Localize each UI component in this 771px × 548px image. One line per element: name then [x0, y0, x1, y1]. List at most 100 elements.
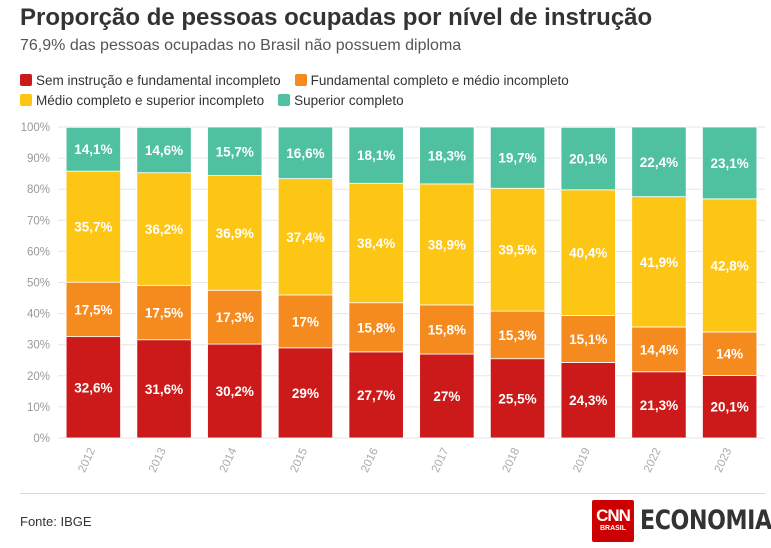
- bar-segment: [560, 126, 616, 191]
- data-label: 39,5%: [498, 243, 536, 258]
- data-label: 36,9%: [216, 226, 254, 241]
- x-tick-label: 2014: [218, 446, 240, 475]
- x-tick-label: 2019: [571, 446, 593, 474]
- bar-segment: [136, 339, 192, 439]
- bar-segment: [348, 182, 404, 304]
- y-tick-label: 50%: [27, 278, 50, 290]
- y-tick-label: 80%: [27, 184, 50, 196]
- bar-segment: [419, 304, 475, 355]
- bar-segment: [489, 358, 546, 439]
- bar-segment: [702, 126, 758, 200]
- data-label: 15,7%: [216, 144, 254, 159]
- legend-swatch: [20, 74, 32, 86]
- bar-segment: [348, 351, 404, 439]
- bar-segment: [207, 175, 263, 291]
- data-label: 14,6%: [145, 143, 183, 158]
- data-label: 17,3%: [216, 310, 254, 325]
- data-label: 42,8%: [711, 258, 749, 273]
- bar-segment: [65, 336, 121, 439]
- bar-segment: [489, 126, 546, 189]
- bar-segment: [277, 347, 334, 439]
- data-label: 41,9%: [640, 255, 678, 270]
- bar-segment: [136, 126, 192, 174]
- data-label: 25,5%: [498, 391, 536, 406]
- y-tick-label: 20%: [27, 371, 50, 383]
- bar-segment: [65, 170, 121, 283]
- bar-segment: [419, 126, 475, 185]
- legend-swatch: [294, 74, 307, 86]
- legend-item-sem-instrucao: Sem instrução e fundamental incompleto: [20, 73, 281, 88]
- bar-segment: [65, 281, 121, 338]
- bar-segment: [136, 172, 192, 286]
- section-brand: ECONOMIA: [640, 505, 771, 536]
- bar-segment: [207, 343, 263, 439]
- cnn-logo-sub: BRASIL: [599, 525, 627, 532]
- data-label: 15,3%: [498, 328, 536, 343]
- legend-item-medio: Médio completo e superior incompleto: [20, 93, 264, 108]
- source-text: Fonte: IBGE: [20, 514, 92, 529]
- bar-segment: [348, 126, 404, 184]
- bar-segment: [702, 331, 758, 376]
- data-label: 32,6%: [74, 380, 112, 395]
- data-label: 15,8%: [357, 320, 395, 335]
- bar-segment: [631, 196, 687, 328]
- data-label: 38,9%: [428, 237, 466, 252]
- y-tick-label: 40%: [27, 309, 50, 321]
- x-tick-label: 2012: [76, 446, 98, 474]
- data-label: 18,3%: [428, 148, 466, 163]
- bar-segment: [631, 126, 687, 198]
- x-tick-label: 2022: [642, 446, 664, 474]
- data-label: 17%: [292, 314, 319, 329]
- data-label: 24,3%: [569, 393, 607, 408]
- bar-segment: [560, 362, 616, 439]
- data-label: 14%: [716, 347, 743, 362]
- data-label: 30,2%: [216, 384, 254, 399]
- data-label: 18,1%: [357, 148, 395, 163]
- legend-label: Superior completo: [294, 92, 404, 108]
- y-tick-label: 90%: [27, 153, 50, 165]
- y-tick-label: 100%: [21, 122, 50, 134]
- data-label: 29%: [292, 386, 319, 401]
- y-tick-label: 10%: [27, 402, 50, 414]
- bar-segment: [277, 126, 334, 180]
- legend-item-superior: Superior completo: [278, 93, 404, 108]
- legend-label: Médio completo e superior incompleto: [36, 92, 265, 108]
- data-label: 35,7%: [74, 220, 112, 235]
- data-label: 40,4%: [569, 246, 607, 261]
- bar-segment: [419, 353, 475, 439]
- x-tick-label: 2018: [501, 446, 523, 474]
- bar-segment: [207, 289, 263, 345]
- bar-segment: [277, 178, 334, 296]
- data-label: 22,4%: [640, 155, 678, 170]
- data-label: 19,7%: [498, 151, 536, 166]
- cnn-logo-text: CNN: [596, 506, 631, 525]
- legend-swatch: [278, 94, 291, 106]
- bar-segment: [702, 198, 758, 333]
- data-label: 14,4%: [640, 342, 678, 357]
- chart-title: Proporção de pessoas ocupadas por nível …: [20, 4, 653, 31]
- data-label: 17,5%: [145, 306, 183, 321]
- x-tick-label: 2017: [430, 446, 452, 474]
- data-label: 15,1%: [569, 332, 607, 347]
- data-label: 38,4%: [357, 236, 395, 251]
- chart-subtitle: 76,9% das pessoas ocupadas no Brasil não…: [20, 37, 462, 54]
- x-tick-label: 2016: [359, 446, 381, 474]
- data-label: 36,2%: [145, 222, 183, 237]
- bar-segment: [489, 187, 546, 312]
- bar-segment: [65, 126, 121, 172]
- bar-segment: [419, 183, 475, 306]
- legend-item-fundamental: Fundamental completo e médio incompleto: [294, 72, 569, 88]
- x-tick-label: 2015: [288, 446, 310, 474]
- data-label: 21,3%: [640, 398, 678, 413]
- stacked-bar-chart: 0% 10% 20% 30% 40% 50% 60% 70% 80% 90% 100% 32,6% 17…: [21, 122, 765, 475]
- legend-swatch: [20, 94, 32, 106]
- legend-label: Fundamental completo e médio incompleto: [310, 72, 569, 88]
- footer-divider: [20, 493, 765, 494]
- data-label: 27%: [433, 389, 460, 404]
- data-label: 37,4%: [286, 230, 324, 245]
- bar-segment: [560, 189, 616, 316]
- cnn-logo: CNN BRASIL: [592, 500, 634, 542]
- legend: Sem instrução e fundamental incompleto F…: [20, 70, 760, 110]
- data-label: 31,6%: [145, 382, 183, 397]
- bar-segment: [631, 326, 687, 373]
